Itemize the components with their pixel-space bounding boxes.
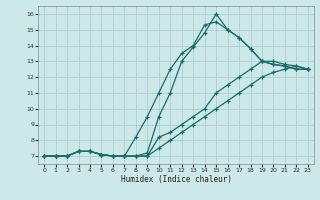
X-axis label: Humidex (Indice chaleur): Humidex (Indice chaleur) (121, 175, 231, 184)
